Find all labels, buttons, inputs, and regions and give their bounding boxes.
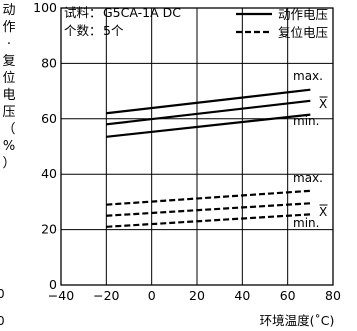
x-tick-label: 60 [280, 288, 296, 303]
y-axis-label-char: 作 [2, 20, 15, 35]
grid-lines [61, 8, 333, 285]
annotation-max-dropout: max. [293, 171, 323, 185]
series-lines [106, 88, 311, 228]
pickup-series-line [106, 88, 311, 115]
annotation-max-pickup: max. [293, 69, 323, 83]
annotation-min-pickup: min. [293, 114, 319, 128]
x-tick-label: −40 [48, 288, 74, 303]
dropout-series-line [106, 202, 311, 217]
y-tick-label: 40 [41, 166, 57, 181]
legend-label-dropout: 复位电压 [278, 25, 328, 40]
annotation-min-dropout: min. [293, 216, 319, 230]
y-tick-label: 100 [33, 0, 57, 15]
x-tick-label: 80 [325, 288, 341, 303]
x-tick-labels: −40 −20 0 20 40 60 80 [48, 288, 341, 303]
y-axis-label-char: 位 [2, 71, 15, 86]
x-tick-label: 40 [234, 288, 250, 303]
x-axis-label: 环境温度(˚C) [260, 313, 335, 328]
count-value: 5个 [103, 23, 124, 38]
x-tick-label: −20 [93, 288, 119, 303]
x-tick-label: 0 [148, 288, 156, 303]
y-tick-label: 80 [41, 55, 57, 70]
pickup-series-line [106, 113, 311, 138]
sample-label: 试料： [64, 5, 102, 20]
y-axis-label-char: 压 [2, 105, 15, 120]
dropout-series-line [106, 213, 311, 228]
sample-value: G5CA-1A DC [103, 5, 181, 20]
y-axis-label-char: （ [2, 122, 15, 137]
dropout-series-line [106, 189, 311, 206]
annotation-mean-dropout: X [319, 205, 327, 219]
pickup-series-line [106, 99, 311, 126]
y-axis-label-char: ） [2, 156, 15, 171]
y-axis-label-char: 复 [2, 54, 15, 69]
annotation-mean-pickup: X [319, 97, 327, 111]
x-tick-label: 20 [189, 288, 205, 303]
edge-fragment-top: 0 [0, 287, 5, 301]
y-axis-label-char: · [7, 37, 11, 52]
y-axis-label-char: % [3, 139, 15, 154]
y-tick-label: 60 [41, 111, 57, 126]
y-axis-label: 动作 · 复位电压 （% ） [2, 3, 15, 171]
y-tick-label: 20 [41, 222, 57, 237]
legend: 动作电压 复位电压 [236, 7, 328, 40]
y-axis-label-char: 电 [2, 88, 15, 103]
y-tick-labels: 0 20 40 60 80 100 [33, 0, 57, 292]
edge-fragment-bottom: 0 [0, 314, 5, 328]
y-tick-label: 0 [49, 277, 57, 292]
y-axis-label-char: 动 [2, 3, 15, 18]
plot-frame [60, 7, 334, 286]
legend-label-pickup: 动作电压 [278, 7, 328, 22]
count-label: 个数： [64, 23, 102, 38]
